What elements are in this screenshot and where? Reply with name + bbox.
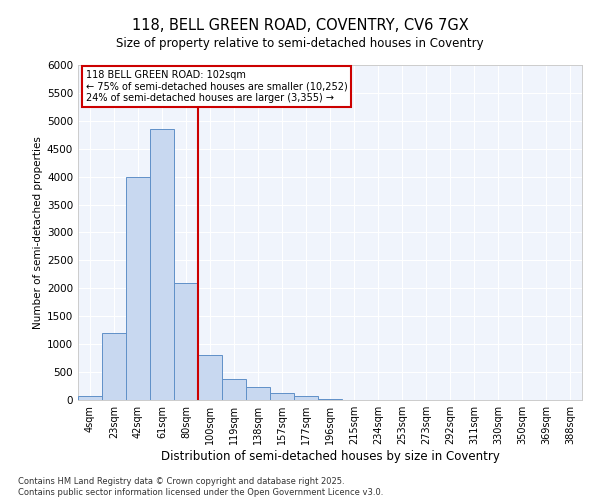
Bar	[150, 129, 174, 400]
Bar	[294, 396, 318, 400]
Bar	[198, 356, 222, 400]
Text: 118 BELL GREEN ROAD: 102sqm
← 75% of semi-detached houses are smaller (10,252)
2: 118 BELL GREEN ROAD: 102sqm ← 75% of sem…	[86, 70, 347, 103]
Y-axis label: Number of semi-detached properties: Number of semi-detached properties	[33, 136, 43, 329]
Bar	[270, 393, 294, 400]
Text: Size of property relative to semi-detached houses in Coventry: Size of property relative to semi-detach…	[116, 38, 484, 51]
Bar	[102, 333, 126, 400]
Bar	[318, 398, 342, 400]
Text: 118, BELL GREEN ROAD, COVENTRY, CV6 7GX: 118, BELL GREEN ROAD, COVENTRY, CV6 7GX	[131, 18, 469, 32]
Bar	[222, 379, 246, 400]
X-axis label: Distribution of semi-detached houses by size in Coventry: Distribution of semi-detached houses by …	[161, 450, 499, 463]
Bar	[78, 396, 102, 400]
Bar	[174, 283, 198, 400]
Bar	[126, 176, 150, 400]
Bar	[246, 388, 270, 400]
Text: Contains HM Land Registry data © Crown copyright and database right 2025.
Contai: Contains HM Land Registry data © Crown c…	[18, 478, 383, 497]
